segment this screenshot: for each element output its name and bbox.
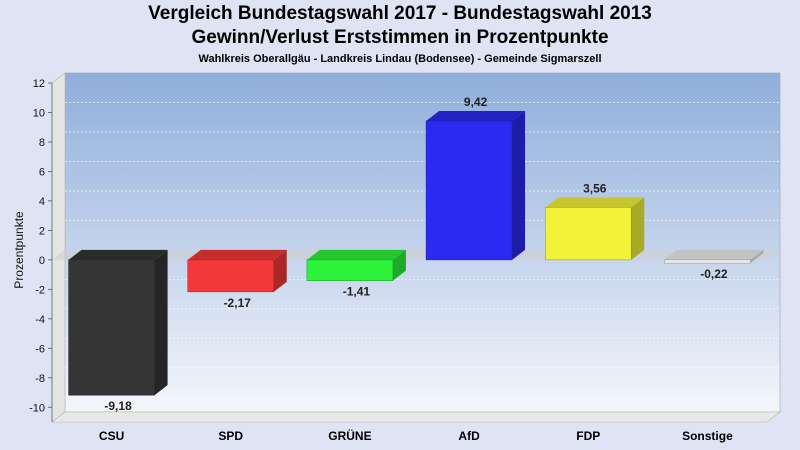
x-tick-label: SPD — [218, 429, 243, 443]
chart-title: Vergleich Bundestagswahl 2017 - Bundesta… — [148, 3, 652, 24]
bar-top — [426, 111, 526, 122]
bar-side — [154, 249, 168, 396]
bar-top — [187, 249, 287, 260]
bar-grne — [306, 249, 406, 281]
x-tick-label: FDP — [576, 429, 600, 443]
plot-floor — [51, 411, 781, 423]
y-tick-label: -2 — [35, 284, 45, 296]
y-tick-label: -6 — [35, 343, 45, 355]
value-label: -0,22 — [700, 267, 728, 281]
bar-front — [664, 259, 751, 264]
y-tick-label: 2 — [39, 225, 45, 237]
plot-side-wall — [51, 72, 66, 423]
bar-front — [545, 207, 632, 261]
bar-front — [187, 259, 274, 293]
bar-top — [664, 249, 764, 260]
bar-front — [306, 259, 394, 281]
bar-side — [750, 249, 764, 264]
bar-afd — [425, 111, 526, 261]
bar-side — [392, 249, 406, 281]
y-tick-label: 10 — [33, 107, 45, 119]
value-label: 3,56 — [583, 181, 607, 195]
value-label: 9,42 — [464, 95, 488, 109]
bar-fdp — [545, 197, 645, 261]
bar-spd — [187, 249, 287, 293]
bar-front — [68, 259, 155, 396]
chart-subtitle: Gewinn/Verlust Erststimmen in Prozentpun… — [191, 27, 609, 48]
plot-back-wall — [64, 72, 781, 413]
y-tick-label: 0 — [39, 255, 45, 267]
bar-csu — [68, 249, 168, 396]
x-tick-label: CSU — [99, 429, 124, 443]
x-tick-label: GRÜNE — [328, 428, 371, 443]
y-tick-label: -10 — [29, 402, 45, 414]
bar-sonstige — [664, 249, 764, 264]
y-tick-label: 8 — [39, 137, 45, 149]
y-tick-label: 6 — [39, 166, 45, 178]
y-axis-label: Prozentpunkte — [12, 211, 26, 289]
y-tick-label: 4 — [39, 196, 45, 208]
bar-front — [425, 120, 513, 261]
bar-side — [273, 249, 287, 292]
bar-top — [545, 197, 645, 208]
value-label: -9,18 — [104, 399, 132, 413]
bar-side — [631, 197, 645, 260]
y-tick-label: -4 — [35, 314, 45, 326]
bar-side — [512, 111, 526, 260]
value-label: -2,17 — [224, 296, 252, 310]
chart-caption: Wahlkreis Oberallgäu - Landkreis Lindau … — [198, 53, 602, 65]
bar-top — [68, 249, 168, 260]
y-tick-label: 12 — [33, 78, 45, 90]
value-label: -1,41 — [343, 285, 371, 299]
x-tick-label: AfD — [458, 429, 480, 443]
y-tick-label: -8 — [35, 373, 45, 385]
bar-top — [306, 249, 406, 260]
x-tick-label: Sonstige — [682, 429, 733, 443]
